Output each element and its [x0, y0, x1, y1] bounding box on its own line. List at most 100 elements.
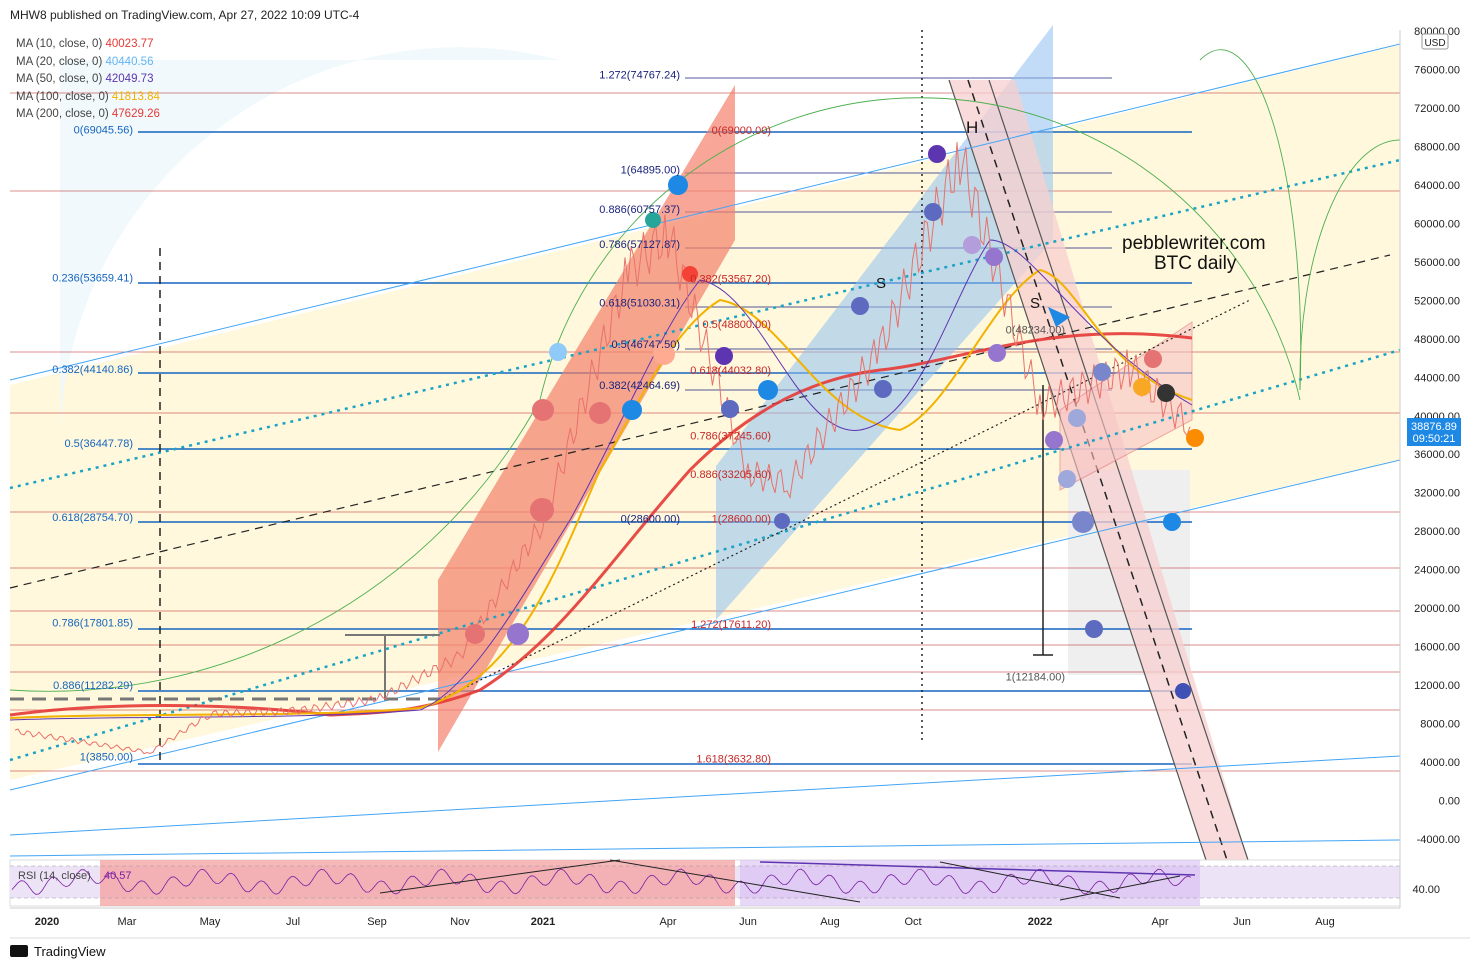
y-tick-label: 64000.00 — [1414, 180, 1460, 192]
x-tick-label: Apr — [1151, 916, 1168, 928]
fib-label: 0.886(60757.37) — [599, 204, 680, 216]
x-tick-label: 2021 — [531, 916, 555, 928]
legend-label: MA (50, close, 0) — [16, 73, 103, 85]
y-tick-label: 56000.00 — [1414, 257, 1460, 269]
left-shoulder-label: S — [876, 275, 886, 292]
head-label: H — [966, 118, 978, 137]
y-tick-label: 72000.00 — [1414, 103, 1460, 115]
fib-label: 1(64895.00) — [621, 164, 680, 176]
x-tick-label: Jun — [1233, 916, 1251, 928]
y-tick-label: -4000.00 — [1417, 834, 1460, 846]
x-tick-label: Jun — [739, 916, 757, 928]
x-tick-label: Aug — [1315, 916, 1335, 928]
fib-labels-right-gray: 0(48234.00) 1(12184.00) — [1006, 325, 1065, 684]
cycle-markers — [465, 145, 1204, 699]
fib-label: 0.236(53659.41) — [52, 272, 133, 284]
rsi-label: RSI (14, close) — [18, 870, 91, 882]
fib-label: 1(3850.00) — [80, 751, 133, 763]
y-tick-label: 16000.00 — [1414, 642, 1460, 654]
fib-label: 0.382(44140.86) — [52, 364, 133, 376]
fib-label: 0.5(36447.78) — [65, 438, 134, 450]
fib-label: 0.786(57127.87) — [599, 239, 680, 251]
rsi-axis-tick: 40.00 — [1412, 884, 1440, 896]
trend-channels — [438, 25, 1249, 861]
ma-legend: MA (10, close, 0) 40023.77 MA (20, close… — [16, 36, 160, 124]
price-axis: 80000.0076000.0072000.0068000.0064000.00… — [1399, 26, 1461, 908]
x-tick-label: 2022 — [1028, 916, 1052, 928]
fib-label: 0(69045.56) — [74, 124, 133, 136]
fib-label: 0.618(44032.80) — [690, 365, 771, 377]
x-tick-label: Apr — [659, 916, 676, 928]
fib-label: 0.786(17801.85) — [52, 617, 133, 629]
fib-labels-left: 0(69045.56) 0.236(53659.41) 0.382(44140.86… — [52, 124, 133, 763]
fib-label: 0.618(28754.70) — [52, 512, 133, 524]
legend-label: MA (100, close, 0) — [16, 90, 109, 103]
x-tick-label: Oct — [904, 916, 921, 928]
legend-label: MA (200, close, 0) — [16, 108, 109, 120]
y-tick-label: 36000.00 — [1414, 449, 1460, 461]
legend-row[interactable]: MA (20, close, 0) 40440.56 — [16, 54, 160, 72]
brand-label: pebblewriter.com — [1122, 233, 1266, 254]
bar-countdown: 09:50:21 — [1413, 433, 1456, 445]
x-tick-label: Nov — [450, 916, 470, 928]
fib-labels-mid-red: 0(69000.00) 0.382(53567.20) 0.5(48800.00) 0… — [690, 125, 771, 766]
legend-row[interactable]: MA (200, close, 0) 47629.26 — [16, 106, 160, 124]
y-tick-label: 4000.00 — [1420, 757, 1460, 769]
fib-label: 0.886(33205.60) — [690, 469, 771, 481]
y-tick-label: 0.00 — [1439, 796, 1460, 808]
subtitle-label: BTC daily — [1154, 253, 1237, 274]
current-price-tag: 38876.89 — [1411, 421, 1457, 433]
y-tick-label: 68000.00 — [1414, 141, 1460, 153]
tradingview-logo[interactable]: TradingView — [10, 944, 106, 959]
x-tick-label: Jul — [286, 916, 300, 928]
y-tick-label: 32000.00 — [1414, 488, 1460, 500]
legend-row[interactable]: MA (10, close, 0) 40023.77 — [16, 36, 160, 54]
y-tick-label: 76000.00 — [1414, 64, 1460, 76]
fib-labels-mid-blue: 1.272(74767.24) 1(64895.00) 0.886(60757.37… — [599, 69, 680, 525]
fib-label: 0.618(51030.31) — [599, 298, 680, 310]
y-tick-label: 52000.00 — [1414, 295, 1460, 307]
fib-label: 0(48234.00) — [1006, 325, 1065, 337]
x-tick-label: May — [200, 916, 221, 928]
rsi-value: 40.57 — [104, 870, 132, 882]
y-tick-label: 28000.00 — [1414, 526, 1460, 538]
y-tick-label: 20000.00 — [1414, 603, 1460, 615]
x-tick-label: Sep — [367, 916, 387, 928]
fib-label: 1(12184.00) — [1006, 671, 1065, 683]
fib-label: 0(69000.00) — [712, 125, 771, 137]
legend-row[interactable]: MA (50, close, 0) 42049.73 — [16, 71, 160, 89]
time-axis: 2020 Mar May Jul Sep Nov 2021 Apr Jun Aug Oct 2022 A… — [10, 907, 1400, 928]
y-tick-label: 48000.00 — [1414, 334, 1460, 346]
y-tick-label: 8000.00 — [1420, 719, 1460, 731]
legend-label: MA (20, close, 0) — [16, 55, 103, 68]
fib-label: 0.382(53567.20) — [690, 273, 771, 285]
y-tick-label: 24000.00 — [1414, 565, 1460, 577]
fib-label: 0.382(42464.69) — [599, 380, 680, 392]
fib-label: 1.618(3632.80) — [696, 754, 771, 766]
fib-label: 0.886(11282.29) — [53, 680, 133, 692]
tradingview-icon — [10, 945, 28, 957]
fib-label: 0.5(46747.50) — [612, 339, 681, 351]
legend-value: 42049.73 — [105, 73, 154, 85]
fib-label: 0.786(37245.60) — [690, 430, 771, 442]
y-tick-label: 44000.00 — [1414, 372, 1460, 384]
fib-label: 0(28600.00) — [621, 513, 680, 525]
footer-brand: TradingView — [34, 944, 106, 959]
rsi-pane — [9, 859, 1401, 907]
fib-label: 1.272(74767.24) — [599, 69, 680, 81]
price-line — [14, 142, 1191, 755]
legend-label: MA (10, close, 0) — [16, 38, 103, 50]
legend-value: 41813.84 — [111, 90, 160, 103]
legend-row[interactable]: MA (100, close, 0) 41813.84 — [16, 89, 160, 107]
y-tick-label: 12000.00 — [1414, 680, 1460, 692]
publish-header: MHW8 published on TradingView.com, Apr 2… — [10, 8, 360, 22]
legend-value: 47629.26 — [111, 108, 160, 120]
x-tick-label: 2020 — [35, 916, 59, 928]
x-tick-label: Mar — [118, 916, 137, 928]
fib-label: 1(28600.00) — [712, 513, 771, 525]
right-shoulder-label: S — [1030, 295, 1040, 312]
diagonal-lines — [9, 30, 1401, 857]
fib-label: 1.272(17611.20) — [691, 619, 771, 631]
